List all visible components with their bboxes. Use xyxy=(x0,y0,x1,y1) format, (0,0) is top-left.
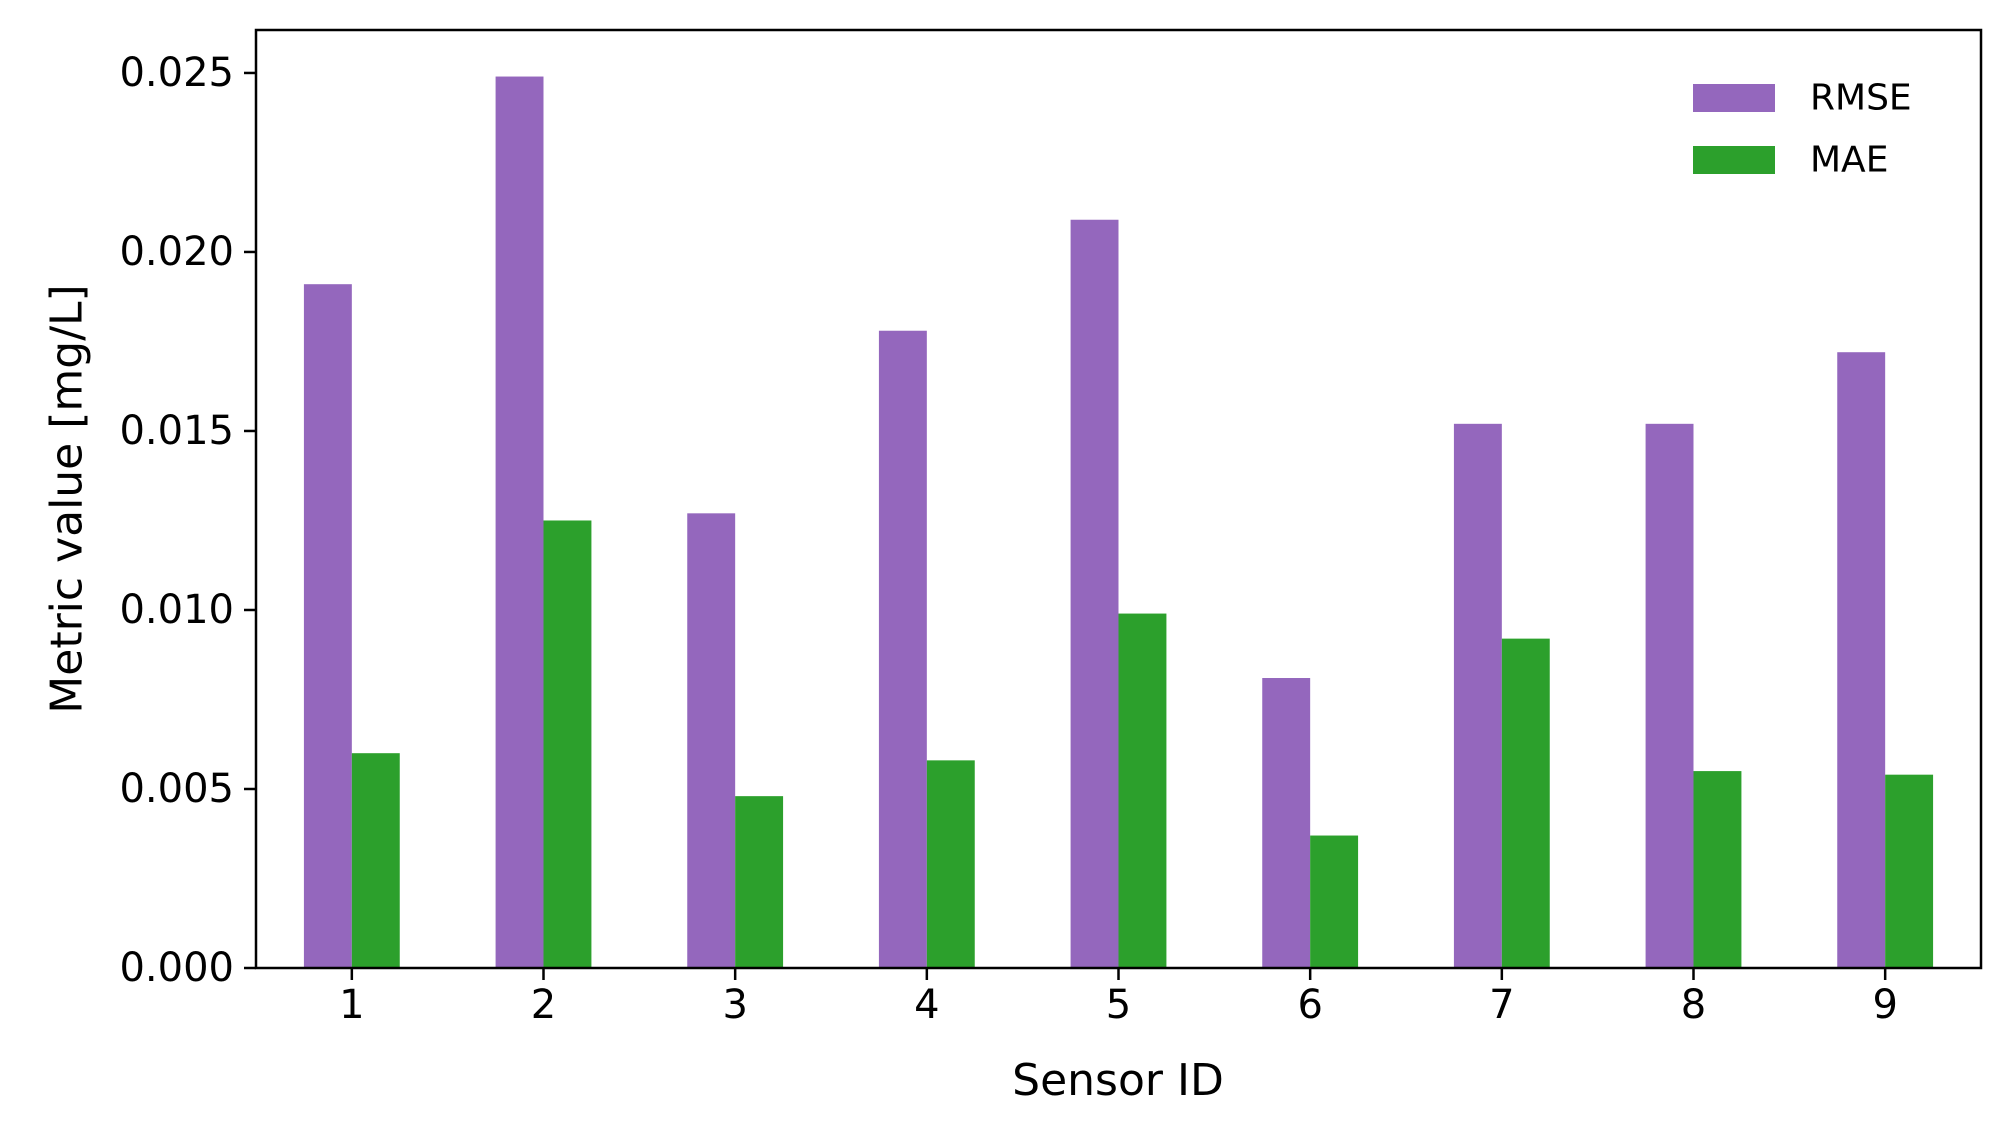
bar-mae-sensor-6 xyxy=(1310,835,1359,968)
x-tick-label: 2 xyxy=(531,982,556,1028)
bar-rmse-sensor-3 xyxy=(687,513,736,968)
bar-mae-sensor-5 xyxy=(1118,613,1167,968)
x-tick-label: 1 xyxy=(339,982,364,1028)
x-tick-label: 6 xyxy=(1297,982,1322,1028)
y-tick-label: 0.025 xyxy=(119,50,234,96)
y-axis: 0.000 0.005 0.010 0.015 0.020 0.025 xyxy=(119,50,256,991)
bar-mae-sensor-2 xyxy=(543,520,592,968)
x-tick-label: 7 xyxy=(1489,982,1514,1028)
x-tick-label: 3 xyxy=(722,982,747,1028)
legend: RMSE MAE xyxy=(1693,78,1912,181)
x-tick-label: 5 xyxy=(1106,982,1131,1028)
bar-mae-sensor-7 xyxy=(1501,638,1550,968)
bar-mae-sensor-4 xyxy=(926,760,975,968)
bar-mae-sensor-8 xyxy=(1693,771,1742,968)
legend-label-rmse: RMSE xyxy=(1810,78,1912,119)
x-axis-label: Sensor ID xyxy=(1012,1055,1224,1106)
x-tick-label: 9 xyxy=(1872,982,1897,1028)
y-tick-label: 0.020 xyxy=(119,229,234,275)
y-tick-label: 0.010 xyxy=(119,587,234,633)
x-tick-label: 4 xyxy=(914,982,939,1028)
bar-rmse-sensor-7 xyxy=(1453,423,1502,969)
x-axis: 1 2 3 4 5 6 7 8 9 xyxy=(339,968,1898,1028)
bar-rmse-sensor-2 xyxy=(495,76,544,968)
legend-swatch-rmse xyxy=(1693,84,1775,112)
bar-rmse-sensor-1 xyxy=(303,284,352,969)
legend-label-mae: MAE xyxy=(1810,140,1888,181)
bar-rmse-sensor-5 xyxy=(1070,219,1119,968)
y-axis-label: Metric value [mg/L] xyxy=(42,284,93,713)
bar-mae-sensor-9 xyxy=(1885,774,1934,968)
legend-swatch-mae xyxy=(1693,146,1775,174)
bars-layer xyxy=(303,76,1934,969)
bar-rmse-sensor-9 xyxy=(1837,352,1886,968)
bar-mae-sensor-1 xyxy=(351,753,400,968)
y-tick-label: 0.000 xyxy=(119,945,234,991)
y-tick-label: 0.005 xyxy=(119,766,234,812)
bar-rmse-sensor-4 xyxy=(878,330,927,969)
bar-rmse-sensor-6 xyxy=(1262,678,1311,968)
x-tick-label: 8 xyxy=(1681,982,1706,1028)
bar-mae-sensor-3 xyxy=(735,796,784,968)
y-tick-label: 0.015 xyxy=(119,408,234,454)
bar-rmse-sensor-8 xyxy=(1645,423,1694,969)
